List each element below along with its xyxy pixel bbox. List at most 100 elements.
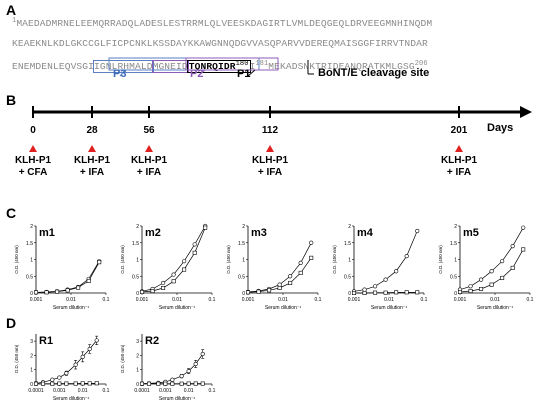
x-tick-label: 0.1 [315,297,322,303]
data-point-circle [170,377,175,382]
x-tick-label: 0.1 [421,297,428,303]
x-tick-label: 0.1 [527,297,534,303]
data-point-circle [80,354,85,359]
data-point-circle [362,287,367,292]
data-point-circle [288,274,293,279]
y-tick-label: 0 [454,291,457,297]
y-axis-label: O.D. (450 nm) [226,245,231,274]
x-tick-label: 0.1 [209,388,216,394]
plot-title: m2 [145,227,161,239]
elisa-plot-m5: 0 0.5 1 1.5 2 0.001 0.01 0.1 O.D. (450 nm) Serum … [438,224,534,311]
p1-epitope: TQNRQIDR180 [186,60,251,74]
y-tick-label: 1 [30,258,33,264]
plot-title: m5 [463,227,479,239]
sequence-line-3-mid: I [249,61,256,73]
y-axis-label: O.D. (450 nm) [14,344,19,373]
data-point-square [200,381,205,386]
p3-label: P3 [113,68,127,80]
x-tick-label: 0.001 [159,388,172,394]
data-point-square [521,247,526,252]
immunization-marker [455,145,463,152]
y-tick-label: 2 [136,353,139,359]
sequence-line-3-pre: ENEMDENLEQVSGI [12,61,95,73]
immunization-marker [266,145,274,152]
p2-bracket [185,57,279,71]
x-axis-label: Serum dilution⁻¹ [53,305,90,311]
p1-epitope-text: TQNRQIDR [188,61,236,73]
data-point-square [510,265,515,270]
data-point-square [156,381,161,386]
data-point-circle [468,284,473,289]
sequence-start-number: 1 [12,17,17,25]
data-point-square [64,381,69,386]
y-tick-label: 1.5 [26,241,33,247]
sequence-line-1-text: MAEDADMRNELEEMQRRADQLADESLESTRRMLQLVEESK… [16,18,433,30]
x-axis-label: Serum dilution⁻¹ [53,396,90,402]
y-axis-label: O.D. (450 nm) [438,245,443,274]
data-point-square [139,289,144,294]
immunization-label: KLH-P1 + IFA [431,155,487,179]
data-point-circle [87,346,92,352]
y-tick-label: 2 [30,353,33,359]
immunization-adjuvant: + CFA [18,167,48,178]
data-point-square [163,381,168,386]
data-point-circle [57,375,62,380]
immunization-label: KLH-P1 + CFA [5,155,61,179]
y-tick-label: 1.5 [132,241,139,247]
timeline-day-label: 201 [450,125,468,136]
immunization-antigen: KLH-P1 [73,155,111,166]
y-tick-label: 0.5 [26,274,33,280]
data-point-circle [404,254,409,259]
y-tick-label: 3 [136,339,139,345]
x-tick-label: 0.01 [78,388,88,394]
p2-pointer [197,69,206,77]
p3-bracket [108,57,260,71]
data-point-square [97,260,102,265]
p2-label: P2 [190,68,204,80]
x-tick-label: 0.001 [454,297,467,303]
sequence-line-3-post1: MEKAD [268,61,298,73]
data-point-square [57,381,62,386]
data-point-square [457,289,462,294]
plot-title: m1 [39,227,55,239]
p3-pointer [119,69,126,77]
y-tick-label: 0 [242,291,245,297]
data-point-square [171,279,176,284]
data-point-circle [372,284,378,289]
immunization-marker [145,145,153,152]
data-point-square [80,381,85,386]
data-point-square [179,381,184,386]
y-tick-label: 3 [30,339,33,345]
residue-181-number: 181 [255,60,269,68]
elisa-plot-r1: 0 1 2 3 0.0001 0.001 0.01 0.1 O.D. (450 nm) Serum… [14,334,110,402]
data-point-circle [394,269,399,274]
y-tick-label: 2 [30,224,33,230]
x-axis-label: Serum dilution⁻¹ [159,305,196,311]
data-point-square [415,290,420,295]
data-point-square [44,290,49,295]
x-tick-label: 0.01 [66,297,76,303]
data-point-circle [182,259,187,264]
y-tick-label: 0 [136,291,139,297]
sequence-line-1: 1MAEDADMRNELEEMQRRADQLADESLESTRRMLQLVEES… [12,17,432,29]
panel-label-d: D [6,315,17,331]
y-tick-label: 1 [30,368,33,374]
timeline-ticks [29,106,463,152]
data-point-square [170,381,175,386]
y-axis-label: O.D. (450 nm) [14,245,19,274]
data-point-square [87,381,92,386]
data-point-square [182,267,187,272]
plot-title: R1 [39,335,53,347]
data-point-square [256,289,261,294]
data-point-circle [192,242,197,247]
data-point-circle [521,225,526,230]
x-tick-label: 0.01 [184,388,194,394]
y-tick-label: 2 [454,224,457,230]
data-point-circle [179,374,184,379]
timeline-day-label: 28 [86,125,98,136]
x-tick-label: 0.01 [384,297,394,303]
data-point-square [383,290,388,295]
data-point-square [55,289,60,294]
y-tick-label: 2 [242,224,245,230]
data-point-square [298,270,303,275]
